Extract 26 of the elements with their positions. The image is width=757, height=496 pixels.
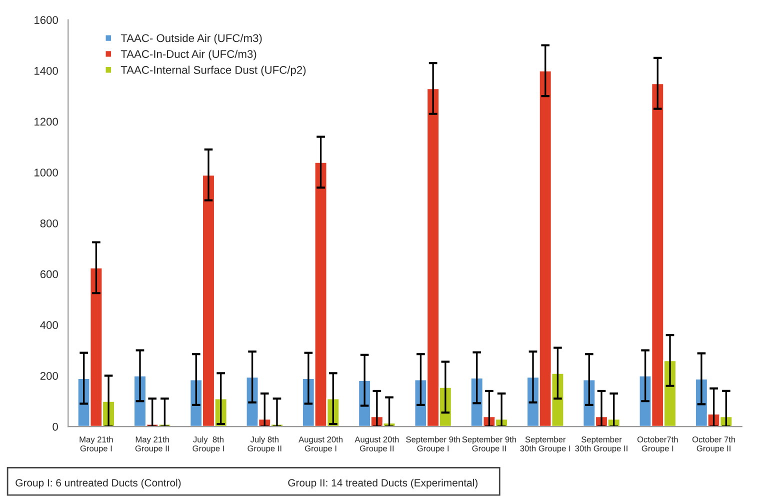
x-tick-label: July 8th Groupe I xyxy=(192,436,224,454)
x-tick-label: October7th Groupe I xyxy=(637,436,678,454)
y-tick-label: 0 xyxy=(52,422,58,431)
x-tick-label: September 30th Groupe I xyxy=(520,436,570,454)
x-tick-label: September 9th Groupe II xyxy=(462,436,516,454)
x-tick-label: May 21th Groupe II xyxy=(135,436,169,454)
y-tick-label: 200 xyxy=(40,372,58,380)
legend-label: TAAC-In-Duct Air (UFC/m3) xyxy=(120,50,256,60)
x-tick-label: July 8th Groupe II xyxy=(248,436,282,454)
x-tick-label: August 20th Groupe I xyxy=(298,436,342,454)
y-tick-label: 400 xyxy=(40,321,58,330)
x-tick-label: August 20th Groupe II xyxy=(354,436,399,454)
y-tick-label: 600 xyxy=(40,270,58,278)
y-tick-label: 1000 xyxy=(34,168,58,176)
text: Group I: 6 untreated Ducts (Control) xyxy=(16,478,181,489)
legend-label: TAAC- Outside Air (UFC/m3) xyxy=(120,34,262,44)
x-tick-label: September 9th Groupe I xyxy=(406,436,460,454)
x-tick-label: September 30th Groupe II xyxy=(575,436,628,454)
x-tick-label: October 7th Groupe II xyxy=(692,436,736,454)
x-tick-label: May 21th Groupe I xyxy=(80,436,113,454)
y-tick-label: 1400 xyxy=(34,66,58,75)
y-tick-label: 1600 xyxy=(34,16,58,24)
legend-label: TAAC-Internal Surface Dust (UFC/p2) xyxy=(120,66,306,76)
y-tick-label: 1200 xyxy=(34,118,58,126)
y-tick-label: 800 xyxy=(40,219,58,228)
text: Group II: 14 treated Ducts (Experimental) xyxy=(288,478,478,489)
